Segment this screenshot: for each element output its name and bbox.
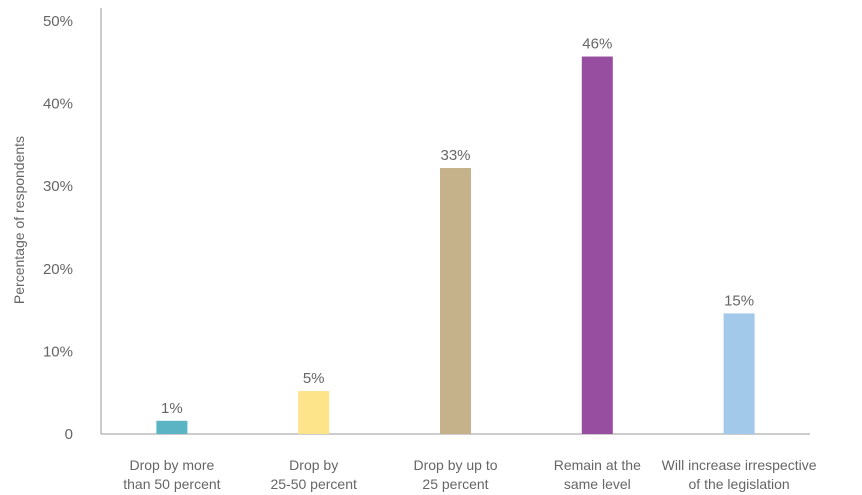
- bar: [440, 168, 471, 434]
- bars: [156, 56, 755, 434]
- data-label: 5%: [303, 370, 325, 387]
- category-label: Drop by up to: [413, 457, 497, 473]
- y-tick-label: 10%: [43, 343, 73, 360]
- bar: [156, 420, 188, 434]
- bar: [581, 56, 613, 434]
- bar: [723, 313, 755, 434]
- y-tick-label: 20%: [43, 261, 73, 278]
- category-label: Will increase irrespective: [662, 457, 817, 473]
- data-label: 1%: [161, 400, 183, 417]
- y-ticks: 0 10% 20% 30% 40% 50%: [43, 13, 73, 443]
- data-labels: 1% 5% 33% 46% 15%: [161, 36, 754, 417]
- category-label: 25 percent: [422, 476, 488, 492]
- category-label: same level: [564, 476, 631, 492]
- y-tick-label: 0: [65, 426, 73, 443]
- category-label: 25-50 percent: [270, 476, 357, 492]
- category-label: Drop by more: [129, 457, 214, 473]
- bar: [298, 391, 330, 434]
- data-label: 15%: [724, 292, 754, 309]
- y-tick-label: 40%: [43, 96, 73, 113]
- data-label: 33%: [440, 147, 470, 164]
- category-label: of the legislation: [689, 476, 790, 492]
- y-tick-label: 50%: [43, 13, 73, 30]
- y-axis-label: Percentage of respondents: [11, 136, 27, 304]
- category-label: than 50 percent: [123, 476, 220, 492]
- category-labels: Drop by more than 50 percent Drop by 25-50 …: [123, 457, 816, 492]
- y-tick-label: 30%: [43, 178, 73, 195]
- category-label: Remain at the: [554, 457, 641, 473]
- category-label: Drop by: [289, 457, 338, 473]
- data-label: 46%: [582, 36, 612, 53]
